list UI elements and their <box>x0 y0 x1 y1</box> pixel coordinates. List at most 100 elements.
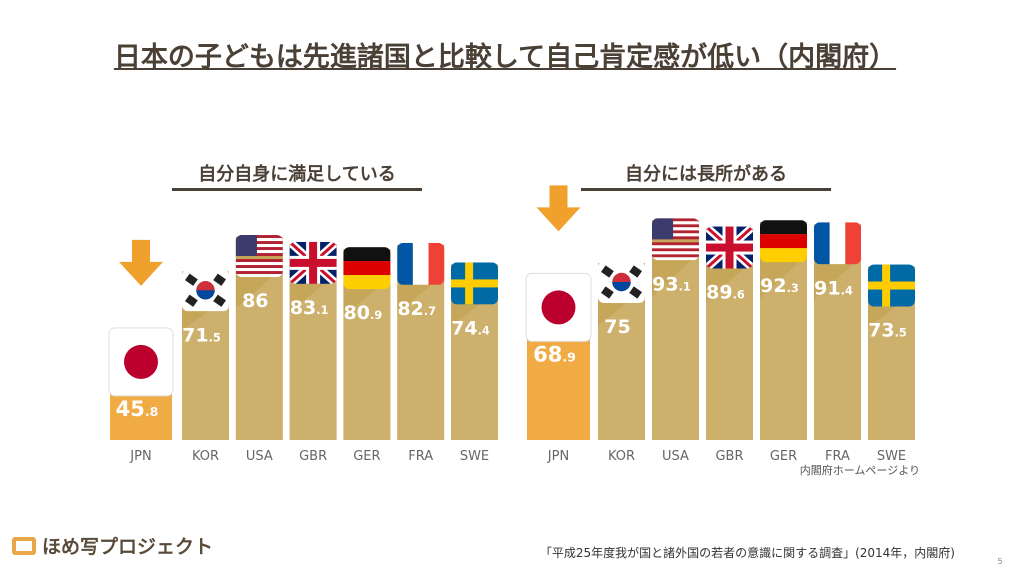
flag-part <box>343 261 391 276</box>
flag-part <box>213 273 226 286</box>
flag <box>652 218 699 261</box>
flag <box>235 235 283 278</box>
flag-part <box>235 274 283 278</box>
source-note: 内閣府ホームページより <box>800 463 920 477</box>
flag <box>182 269 229 312</box>
bar-shade <box>868 292 915 440</box>
chart-title-underline <box>172 188 422 191</box>
flag <box>289 241 337 284</box>
flag-part <box>235 253 283 257</box>
slide-title: 日本の子どもは先進諸国と比較して自己肯定感が低い（内閣府） <box>113 42 897 73</box>
flag-part <box>601 265 614 278</box>
chart-title: 自分自身に満足している <box>198 163 395 185</box>
flag-part <box>673 227 699 231</box>
value-label: 80.9 <box>344 302 383 324</box>
x-tick-label: USA <box>662 449 689 464</box>
flag-part <box>256 244 283 248</box>
flag-part <box>760 220 807 235</box>
flag <box>451 262 498 305</box>
flag-part <box>868 281 915 290</box>
value-label: 93.1 <box>652 273 691 295</box>
flag-part <box>612 282 631 292</box>
flag-part <box>235 265 283 269</box>
x-tick-label: KOR <box>608 449 635 464</box>
x-tick-label: SWE <box>460 449 489 464</box>
flag-part <box>673 233 699 237</box>
flag-part <box>652 230 699 234</box>
flag-part <box>652 236 699 240</box>
x-tick-label: JPN <box>547 449 569 464</box>
x-tick-label: GBR <box>715 449 743 464</box>
flag-part <box>652 245 699 249</box>
bar-shade <box>814 256 861 440</box>
flag-body <box>182 269 229 312</box>
flag-part <box>652 257 699 261</box>
flag <box>598 261 645 303</box>
flag-body <box>814 222 861 265</box>
value-label: 74.4 <box>451 317 490 339</box>
value-label: 82.7 <box>397 298 436 320</box>
flag-part <box>451 279 498 288</box>
value-label: 86 <box>242 290 268 312</box>
x-tick-label: USA <box>246 449 273 464</box>
bar-shade <box>343 277 391 440</box>
chart-title: 自分には長所がある <box>625 163 787 185</box>
logo: ほめ写プロジェクト <box>42 535 213 558</box>
x-tick-label: JPN <box>129 449 151 464</box>
flag <box>814 222 861 265</box>
chart-title-underline <box>581 188 831 191</box>
flag-part <box>235 268 283 272</box>
flag-part <box>185 294 198 307</box>
flag-part <box>652 251 699 255</box>
value-label: 75 <box>604 316 630 338</box>
x-tick-label: FRA <box>408 449 433 464</box>
x-tick-label: GBR <box>299 449 327 464</box>
bar-shade <box>289 273 337 440</box>
flag <box>760 220 807 263</box>
flag-part <box>256 238 283 242</box>
flag-part <box>673 221 699 225</box>
bar-shade <box>182 296 229 440</box>
x-tick-label: GER <box>353 449 380 464</box>
flag-part <box>235 241 283 245</box>
flag <box>706 226 753 269</box>
flag-body <box>397 242 445 285</box>
value-label: 68.9 <box>533 342 576 366</box>
flag-part <box>397 242 413 285</box>
flag-part <box>213 294 226 307</box>
footer: 「平成25年度我が国と諸外国の若者の意識に関する調査」(2014年，内閣府) <box>540 545 955 560</box>
flag-body <box>706 226 753 269</box>
flag-part <box>629 286 642 299</box>
flag-part <box>829 222 846 265</box>
value-label: 92.3 <box>760 275 799 297</box>
flag-part <box>652 242 699 246</box>
x-tick-label: KOR <box>192 449 219 464</box>
flag-part <box>652 254 699 258</box>
flag-part <box>343 247 391 262</box>
flag-part <box>629 265 642 278</box>
flag <box>868 264 915 307</box>
flag-part <box>235 259 283 263</box>
jp-flag <box>541 290 576 325</box>
flag-part <box>845 222 861 265</box>
bar-shade <box>451 290 498 440</box>
flag-part <box>760 248 807 263</box>
flag-body <box>598 261 645 303</box>
bar-shade <box>652 253 699 440</box>
flag-part <box>652 218 674 240</box>
bar-shade <box>397 274 445 440</box>
bar-shade <box>706 260 753 440</box>
flag-part <box>652 248 699 252</box>
flag-part <box>185 273 198 286</box>
value-label: 91.4 <box>814 277 853 299</box>
flag <box>343 247 391 290</box>
jp-flag <box>124 344 158 379</box>
flag-part <box>256 250 283 254</box>
value-label: 73.5 <box>868 320 907 342</box>
value-label: 71.5 <box>182 324 221 346</box>
flag-part <box>652 218 699 222</box>
flag-part <box>235 235 257 257</box>
flag <box>397 242 445 285</box>
value-label: 89.6 <box>706 282 745 304</box>
